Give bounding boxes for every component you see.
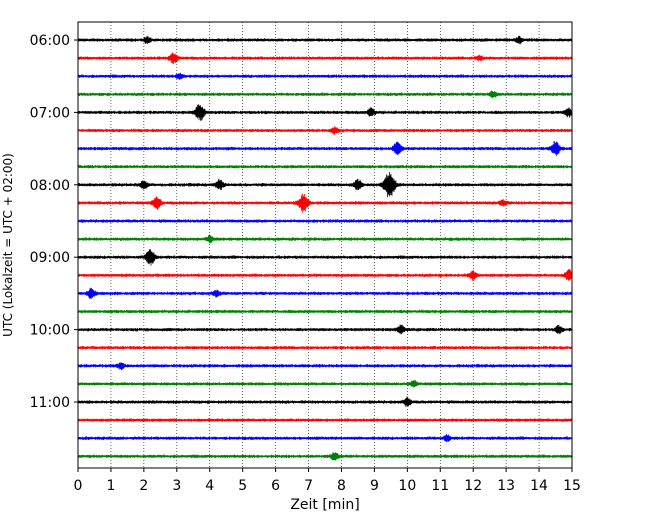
x-tick-label: 2 <box>139 478 148 494</box>
x-tick-label: 3 <box>172 478 181 494</box>
x-tick-label: 5 <box>238 478 247 494</box>
trace-row-0730 <box>77 141 573 157</box>
trace-row-0845 <box>77 234 573 244</box>
y-tick-label: 10:00 <box>30 323 70 339</box>
trace-row-1115 <box>77 418 573 423</box>
plot-frame <box>77 21 573 469</box>
y-tick-label: 09:00 <box>30 250 70 266</box>
trace-row-1030 <box>77 362 573 371</box>
trace-row-0930 <box>77 287 573 299</box>
trace-row-0645 <box>77 90 573 99</box>
trace-row-1100 <box>77 396 573 408</box>
x-axis-label: Zeit [min] <box>290 497 359 513</box>
trace-row-0630 <box>77 72 573 80</box>
x-tick-label: 14 <box>530 478 548 494</box>
trace-row-0745 <box>77 164 573 169</box>
trace-row-0700 <box>77 104 573 122</box>
trace-row-1000 <box>77 324 573 335</box>
trace-row-0715 <box>77 126 573 136</box>
vertical-grid <box>110 22 540 468</box>
y-tick-label: 06:00 <box>30 33 70 49</box>
y-axis-label: UTC (Lokalzeit = UTC + 02:00) <box>1 153 15 337</box>
trace-row-0815 <box>77 193 573 213</box>
trace-row-1130 <box>77 434 573 443</box>
x-tick-label: 9 <box>370 478 379 494</box>
x-tick-label: 15 <box>563 478 581 494</box>
traces-group <box>77 35 573 461</box>
x-tick-label: 8 <box>337 478 346 494</box>
x-axis-ticks: 0 1 2 3 4 5 6 7 8 9 10 11 12 13 14 15 <box>74 468 581 494</box>
trace-row-1145 <box>77 452 573 461</box>
x-tick-label: 4 <box>205 478 214 494</box>
trace-row-0615 <box>77 52 573 65</box>
y-axis-ticks: 06:00 07:00 08:00 09:00 10:00 11:00 <box>30 33 78 411</box>
trace-row-0900 <box>77 249 573 266</box>
x-tick-label: 13 <box>497 478 515 494</box>
y-tick-label: 07:00 <box>30 105 70 121</box>
x-tick-label: 11 <box>431 478 449 494</box>
x-tick-label: 7 <box>304 478 313 494</box>
y-tick-label: 08:00 <box>30 178 70 194</box>
trace-row-0800 <box>77 171 573 198</box>
x-tick-label: 0 <box>74 478 83 494</box>
trace-row-0830 <box>77 219 573 223</box>
trace-row-0915 <box>77 268 573 282</box>
x-tick-label: 10 <box>398 478 416 494</box>
trace-row-0600 <box>77 35 573 45</box>
trace-row-1015 <box>77 345 573 350</box>
x-tick-label: 6 <box>271 478 280 494</box>
x-tick-label: 12 <box>464 478 482 494</box>
trace-row-0945 <box>77 309 573 314</box>
x-tick-label: 1 <box>106 478 115 494</box>
trace-row-1045 <box>77 379 573 388</box>
y-tick-label: 11:00 <box>30 395 70 411</box>
